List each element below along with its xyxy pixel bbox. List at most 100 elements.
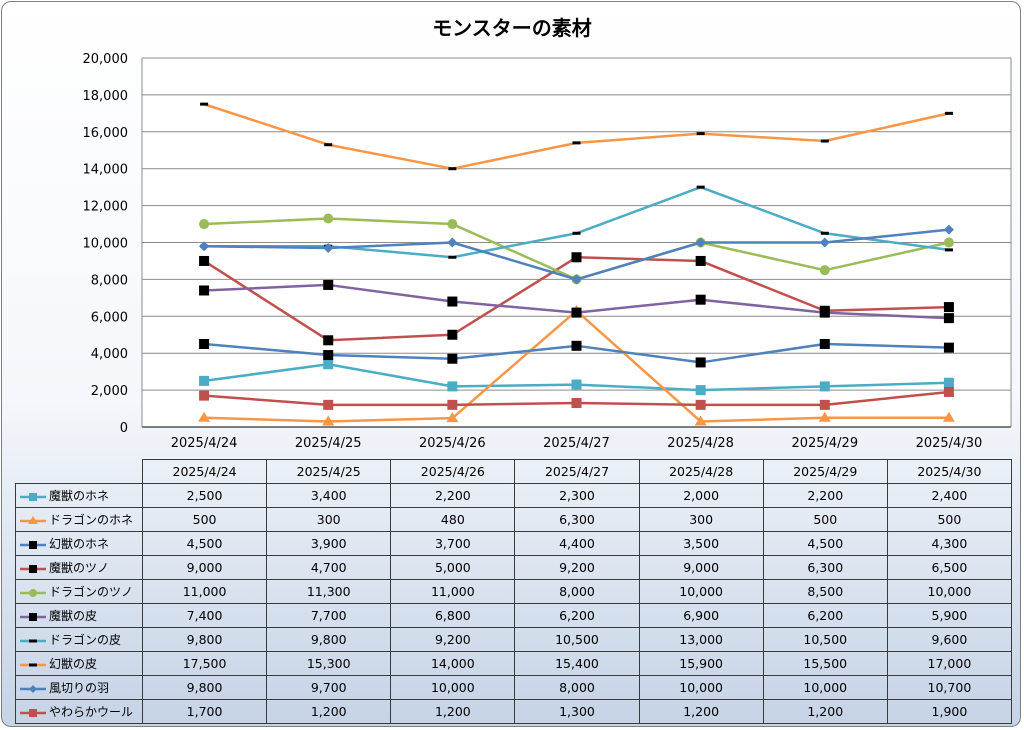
data-point — [695, 294, 706, 305]
legend-key-marker — [28, 515, 38, 524]
data-point — [571, 274, 582, 285]
data-point — [447, 353, 458, 364]
table-cell: 2,500 — [141, 483, 268, 508]
data-point — [199, 255, 210, 266]
y-tick-label: 10,000 — [83, 237, 129, 252]
series-name: 魔獣のツノ — [49, 561, 110, 575]
legend-key — [20, 612, 46, 621]
data-point — [572, 231, 581, 235]
y-tick-label: 12,000 — [83, 200, 129, 215]
table-row: 幻獣の皮 17,500 15,300 14,000 15,400 15,900 15,500… — [15, 651, 1012, 676]
y-tick-label: 14,000 — [83, 163, 129, 178]
data-point — [323, 335, 334, 346]
table-row: 風切りの羽 9,800 9,700 10,000 8,000 10,000 10,000 10… — [15, 675, 1012, 700]
table-cell: 9,000 — [638, 555, 764, 580]
series-label-cell: 幻獣のホネ — [15, 531, 143, 556]
table-cell: 15,300 — [266, 651, 392, 676]
table-cell: 2,300 — [514, 483, 640, 508]
data-point — [448, 255, 457, 259]
data-point — [571, 398, 582, 409]
table-cell: 8,000 — [514, 675, 640, 700]
table-cell: 1,900 — [886, 699, 1012, 724]
table-cell: 10,500 — [514, 627, 640, 652]
data-point — [695, 357, 706, 368]
table-cell: 1,200 — [762, 699, 888, 724]
data-point — [696, 185, 705, 189]
legend-key — [20, 708, 46, 717]
table-cell: 10,700 — [886, 675, 1012, 700]
table-cell: 300 — [638, 507, 764, 532]
x-tick-label: 2025/4/28 — [667, 436, 734, 451]
table-cell: 3,700 — [390, 531, 516, 556]
data-point — [199, 390, 210, 401]
table-cell: 10,500 — [762, 627, 888, 652]
table-cell: 4,700 — [266, 555, 392, 580]
series-label-cell: ドラゴンのツノ — [15, 579, 143, 604]
data-point — [943, 237, 954, 248]
table-cell: 5,000 — [390, 555, 516, 580]
series-label-cell: 魔獣のツノ — [15, 555, 143, 580]
data-point — [199, 241, 210, 252]
table-cell: 8,000 — [514, 579, 640, 604]
legend-key-marker — [29, 663, 37, 666]
y-tick-label: 0 — [120, 421, 128, 436]
series-name: やわらかウール — [49, 705, 134, 719]
table-cell: 6,300 — [762, 555, 888, 580]
series-name: ドラゴンの皮 — [49, 633, 122, 647]
table-cell: 11,000 — [390, 579, 516, 604]
data-point — [818, 411, 831, 422]
data-point — [447, 399, 458, 410]
series-label-cell: やわらかウール — [15, 699, 143, 724]
data-point — [820, 139, 829, 143]
table-cell: 2,000 — [638, 483, 764, 508]
data-point — [943, 313, 954, 324]
data-point — [943, 377, 954, 388]
data-point — [323, 350, 334, 361]
data-point — [571, 340, 582, 351]
table-cell: 9,200 — [390, 627, 516, 652]
data-point — [199, 285, 210, 296]
series-label-cell: ドラゴンのホネ — [15, 507, 143, 532]
data-point — [942, 411, 955, 422]
data-point — [695, 255, 706, 266]
data-point — [695, 399, 706, 410]
data-point — [944, 248, 953, 252]
series-name: 魔獣の皮 — [49, 609, 98, 623]
data-point — [694, 415, 707, 426]
x-tick-label: 2025/4/30 — [916, 436, 983, 451]
legend-key-marker — [29, 708, 37, 717]
data-point — [448, 167, 457, 171]
table-header-cell: 2025/4/30 — [886, 459, 1012, 484]
table-cell: 3,900 — [266, 531, 392, 556]
series-label-cell: ドラゴンの皮 — [15, 627, 143, 652]
legend-key — [20, 492, 46, 501]
data-point — [200, 102, 209, 106]
data-point — [819, 307, 830, 318]
series-label-cell: 風切りの羽 — [15, 675, 143, 700]
table-header-cell: 2025/4/27 — [514, 459, 640, 484]
series-label-cell: 幻獣の皮 — [15, 651, 143, 676]
table-row: ドラゴンのツノ 11,000 11,300 11,000 8,000 10,000 8,50… — [15, 579, 1012, 604]
table-header-cell: 2025/4/25 — [266, 459, 392, 484]
table-cell: 3,400 — [266, 483, 392, 508]
table-corner — [15, 459, 143, 484]
table-cell: 4,500 — [141, 531, 268, 556]
x-tick-label: 2025/4/26 — [419, 436, 486, 451]
table-cell: 9,800 — [141, 627, 268, 652]
table-header-cell: 2025/4/26 — [390, 459, 516, 484]
x-tick-label: 2025/4/25 — [295, 436, 362, 451]
data-point — [571, 307, 582, 318]
legend-key — [20, 684, 46, 693]
table-cell: 1,200 — [390, 699, 516, 724]
data-point — [447, 296, 458, 307]
table-cell: 15,900 — [638, 651, 764, 676]
chart-title: モンスターの素材 — [432, 16, 592, 40]
data-point — [447, 219, 458, 230]
table-cell: 2,200 — [762, 483, 888, 508]
legend-key — [20, 663, 46, 666]
table-cell: 6,300 — [514, 507, 640, 532]
y-tick-label: 4,000 — [91, 347, 128, 362]
legend-key-marker — [29, 588, 37, 597]
table-cell: 6,500 — [886, 555, 1012, 580]
